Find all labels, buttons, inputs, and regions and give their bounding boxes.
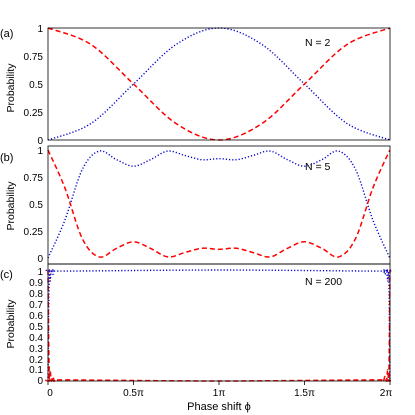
panel-a-ytick-0: 0 — [37, 136, 43, 147]
panel-a-ytick-0.25: 0.25 — [24, 108, 44, 119]
panel-b-ylabel: Probability — [5, 181, 17, 231]
x-tick-1.5pi: 1.5π — [294, 388, 315, 399]
panel-b-series-red-dashed-line — [47, 149, 391, 258]
panel-c-ytick-0.3: 0.3 — [29, 344, 43, 355]
panel-c-ytick-0.6: 0.6 — [29, 311, 43, 322]
x-tick-2pi: 2π — [380, 388, 393, 399]
panel-b-lines — [47, 149, 391, 259]
panel-b-ytick-0.5: 0.5 — [29, 200, 43, 211]
panel-a-ytick-1: 1 — [37, 24, 43, 35]
panel-c-ytick-0.7: 0.7 — [29, 300, 43, 311]
panel-b-label: (b) — [0, 152, 13, 164]
x-tick-0: 0 — [47, 388, 53, 399]
panel-c-annotation: N = 200 — [305, 276, 342, 288]
panel-a-label: (a) — [0, 28, 13, 40]
panel-c-label: (c) — [0, 269, 13, 281]
panel-c-ytick-0.8: 0.8 — [29, 289, 43, 300]
panel-b-annotation: N = 5 — [305, 161, 331, 173]
panel-c-ytick-1: 1 — [37, 267, 43, 278]
panel-b-ytick-0.25: 0.25 — [24, 227, 44, 238]
panel-c-ytick-0.1: 0.1 — [29, 365, 43, 376]
x-axis-label: Phase shift ϕ — [187, 401, 251, 413]
panel-b-ytick-0.75: 0.75 — [24, 173, 44, 184]
panel-c: (c) Probability 1 0.9 0.8 0.7 0.6 0.5 0.… — [0, 263, 393, 413]
panel-a-ytick-0.75: 0.75 — [24, 52, 44, 63]
panel-c-ylabel: Probability — [5, 299, 17, 349]
panel-b-ytick-0: 0 — [37, 254, 43, 265]
panel-a: (a) Probability 1 0.75 0.5 0.25 0 N = 2 — [0, 24, 391, 147]
panel-c-ytick-0.4: 0.4 — [29, 333, 43, 344]
panel-c-ytick-0.9: 0.9 — [29, 278, 43, 289]
panel-a-annotation: N = 2 — [305, 37, 331, 49]
panel-b-ytick-1: 1 — [37, 146, 43, 157]
panel-a-ytick-0.5: 0.5 — [29, 80, 43, 91]
panel-b: (b) Probability 1 0.75 0.5 0.25 0 N = 5 — [0, 145, 391, 265]
panel-c-ytick-0: 0 — [37, 376, 43, 387]
x-tick-1pi: 1π — [213, 388, 226, 399]
panel-b-series-blue-dotted-line — [47, 150, 391, 259]
panel-c-ytick-0.5: 0.5 — [29, 322, 43, 333]
panel-c-ytick-0.2: 0.2 — [29, 355, 43, 366]
x-tick-0.5pi: 0.5π — [123, 388, 144, 399]
panel-a-frame — [47, 27, 391, 141]
panel-a-ylabel: Probability — [5, 63, 17, 113]
